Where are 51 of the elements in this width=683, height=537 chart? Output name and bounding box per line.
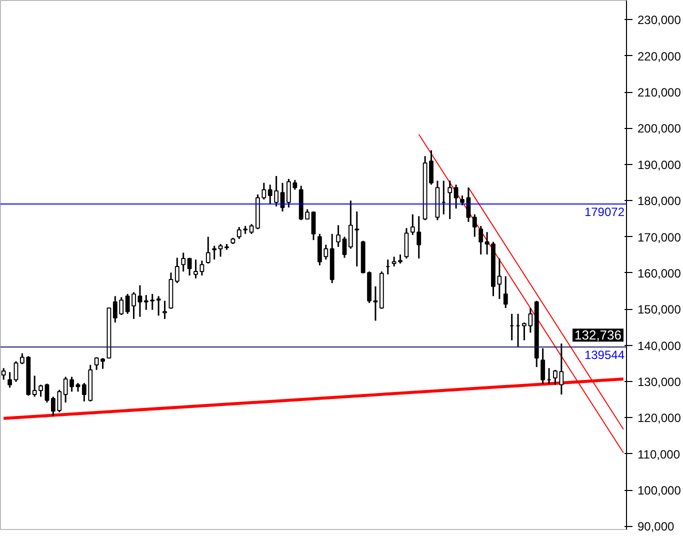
candlestick [262,182,266,200]
candlestick [38,384,43,398]
candlestick [206,236,210,264]
candlestick [472,214,477,238]
candlestick [8,371,12,388]
candlestick [1,367,6,380]
candlestick [454,184,458,210]
candlestick [448,180,452,220]
candlestick [236,226,242,240]
y-tick-label: 230,000 [638,13,682,28]
candlestick [194,258,198,280]
candlestick [14,360,18,383]
candlestick [478,225,484,256]
candlestick [156,295,161,316]
annotation: 132,736 [574,328,622,343]
y-tick-label: 130,000 [638,375,682,390]
candlestick [336,224,340,248]
y-tick-label: 180,000 [638,194,682,208]
candlestick [503,275,508,309]
candlestick [249,223,254,235]
candlestick [212,245,217,260]
ref-line-label: 179072 [584,204,625,219]
candlestick [416,215,422,260]
y-tick-label: 220,000 [638,49,682,64]
candlestick [200,260,204,276]
candlestick [342,236,347,259]
candlestick [484,231,490,256]
y-tick-label: 150,000 [638,302,682,317]
ref-line-label: 139544 [584,348,625,362]
candlestick [373,286,378,322]
y-tick-label: 140,000 [638,338,682,353]
y-tick-label: 170,000 [638,230,682,244]
y-tick-label: 100,000 [638,484,682,498]
y-tick-label: 120,000 [638,411,682,426]
y-tick-label: 110,000 [638,447,680,462]
candlestick [181,252,186,272]
y-tick-label: 210,000 [638,86,682,100]
y-tick-label: 200,000 [638,122,682,136]
y-tick-label: 190,000 [638,158,682,172]
y-tick-label: 90,000 [638,520,675,534]
y-tick-label: 160,000 [638,266,682,280]
candlestick [138,284,142,318]
candlestick [540,347,546,384]
candlestick [311,210,316,241]
candlestick [162,300,167,320]
candlestick [32,374,37,398]
candlestick [44,382,50,404]
candlestick [404,227,409,260]
candlestick [187,257,192,276]
candlestick [410,214,415,236]
candlestick [174,257,180,284]
